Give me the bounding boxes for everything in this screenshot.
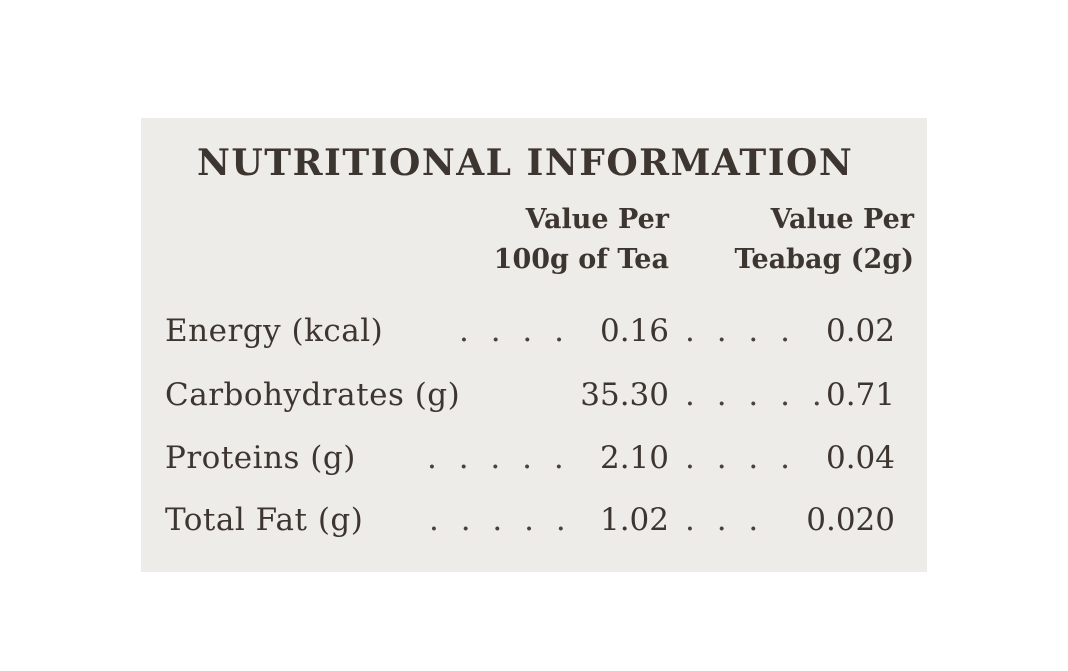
leader-dots: . . . .: [685, 440, 796, 476]
nutrient-row-total-fat: Total Fat (g) . . . . . 1.02 . . . 0.020: [141, 495, 927, 545]
value-per-teabag: 0.02: [825, 313, 895, 349]
leader-dots: . . . . .: [429, 502, 572, 538]
value-per-100g: 1.02: [599, 502, 669, 538]
column-header-line: Value Per: [770, 204, 914, 235]
nutrient-name: Proteins (g): [165, 440, 356, 476]
value-per-teabag: 0.71: [825, 377, 895, 413]
leader-dots: . . . .: [685, 313, 796, 349]
nutrition-panel: NUTRITIONAL INFORMATION Value Per 100g o…: [141, 118, 927, 572]
column-header-line: Value Per: [525, 204, 669, 235]
column-header-line: Teabag (2g): [734, 244, 914, 275]
nutrient-name: Energy (kcal): [165, 313, 384, 349]
value-per-100g: 2.10: [599, 440, 669, 476]
value-per-teabag: 0.04: [825, 440, 895, 476]
nutrient-name: Total Fat (g): [165, 502, 364, 538]
nutrition-title: NUTRITIONAL INFORMATION: [197, 142, 854, 184]
column-header-per-teabag: Value Per Teabag (2g): [734, 200, 914, 280]
value-per-100g: 0.16: [599, 313, 669, 349]
leader-dots: . . . . .: [427, 440, 570, 476]
value-per-teabag: 0.020: [806, 502, 895, 538]
value-per-100g: 35.30: [580, 377, 669, 413]
column-header-per-100g: Value Per 100g of Tea: [494, 200, 669, 280]
nutrient-row-proteins: Proteins (g) . . . . . 2.10 . . . . 0.04: [141, 433, 927, 483]
nutrient-row-energy: Energy (kcal) . . . . 0.16 . . . . 0.02: [141, 306, 927, 356]
nutrient-row-carbohydrates: Carbohydrates (g) 35.30 . . . . . 0.71: [141, 370, 927, 420]
column-header-line: 100g of Tea: [493, 244, 669, 275]
leader-dots: . . .: [685, 502, 765, 538]
nutrient-name: Carbohydrates (g): [165, 377, 461, 413]
leader-dots: . . . .: [459, 313, 570, 349]
leader-dots: . . . . .: [685, 377, 828, 413]
